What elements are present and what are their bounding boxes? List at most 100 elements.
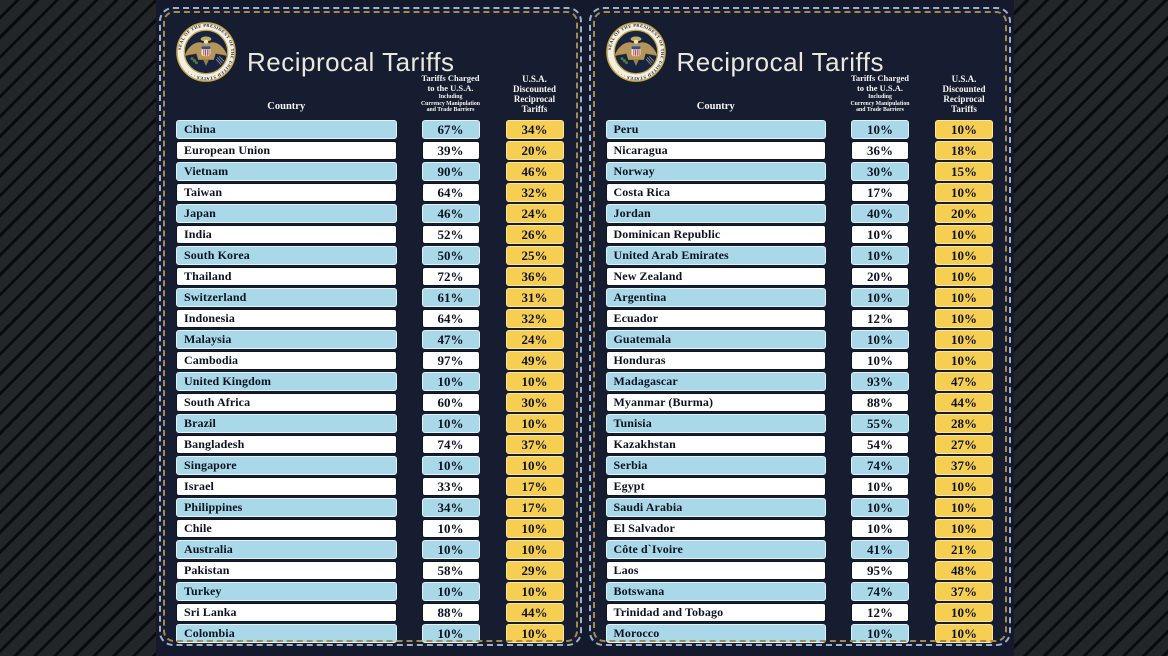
charged-cell: 20%	[851, 267, 909, 286]
charged-cell: 88%	[421, 603, 480, 622]
charged-cell: 10%	[421, 456, 480, 475]
country-cell: Serbia	[605, 456, 826, 475]
charged-cell: 50%	[421, 246, 480, 265]
table-row: Ecuador 12% 10%	[591, 309, 1010, 328]
charged-cell: 88%	[851, 393, 909, 412]
charged-column-label: Tariffs Charged to the U.S.A.	[421, 73, 480, 93]
country-cell: Laos	[605, 561, 826, 580]
table-row: Thailand 72% 36%	[161, 267, 580, 286]
country-cell: Bangladesh	[176, 435, 397, 454]
charged-cell: 10%	[851, 519, 909, 538]
discounted-cell: 31%	[505, 288, 564, 307]
charged-cell: 10%	[851, 477, 909, 496]
discounted-cell: 17%	[505, 477, 564, 496]
country-cell: Taiwan	[176, 183, 397, 202]
charged-cell: 52%	[421, 225, 480, 244]
table-row: Japan 46% 24%	[161, 204, 580, 223]
discounted-cell: 10%	[935, 183, 993, 202]
discounted-cell: 30%	[505, 393, 564, 412]
discounted-cell: 34%	[505, 120, 564, 139]
country-cell: Kazakhstan	[605, 435, 826, 454]
table-row: Australia 10% 10%	[161, 540, 580, 559]
charged-cell: 10%	[851, 288, 909, 307]
table-row: European Union 39% 20%	[161, 141, 580, 160]
table-row: Pakistan 58% 29%	[161, 561, 580, 580]
country-cell: Singapore	[176, 456, 397, 475]
discounted-cell: 15%	[935, 162, 993, 181]
charged-cell: 10%	[851, 330, 909, 349]
country-cell: Jordan	[605, 204, 826, 223]
charged-cell: 93%	[851, 372, 909, 391]
charged-cell: 74%	[421, 435, 480, 454]
country-cell: Saudi Arabia	[605, 498, 826, 517]
presidential-seal-icon: SEAL OF THE PRESIDENT OF THE UNITED STAT…	[176, 22, 236, 82]
discounted-cell: 24%	[505, 204, 564, 223]
table-row: Côte d`Ivoire 41% 21%	[591, 540, 1010, 559]
country-cell: Philippines	[176, 498, 397, 517]
charged-column-header: Tariffs Charged to the U.S.A. Including …	[421, 73, 481, 114]
discounted-cell: 44%	[935, 393, 993, 412]
charged-cell: 10%	[851, 624, 909, 643]
country-cell: China	[176, 120, 397, 139]
charged-cell: 12%	[851, 309, 909, 328]
discounted-cell: 26%	[505, 225, 564, 244]
discounted-cell: 10%	[935, 330, 993, 349]
discounted-cell: 10%	[505, 582, 564, 601]
table-row: Cambodia 97% 49%	[161, 351, 580, 370]
discounted-cell: 10%	[935, 309, 993, 328]
country-cell: South Korea	[176, 246, 397, 265]
charged-cell: 10%	[421, 519, 480, 538]
charged-cell: 72%	[421, 267, 480, 286]
country-cell: European Union	[176, 141, 397, 160]
table-row: Botswana 74% 37%	[591, 582, 1010, 601]
discounted-cell: 10%	[935, 225, 993, 244]
discounted-cell: 10%	[935, 288, 993, 307]
charged-cell: 64%	[421, 183, 480, 202]
charged-cell: 12%	[851, 603, 909, 622]
charged-cell: 74%	[851, 456, 909, 475]
discounted-cell: 10%	[935, 351, 993, 370]
table-row: Vietnam 90% 46%	[161, 162, 580, 181]
table-row: Jordan 40% 20%	[591, 204, 1010, 223]
country-cell: Japan	[176, 204, 397, 223]
country-cell: Turkey	[176, 582, 397, 601]
board-title: Reciprocal Tariffs	[676, 47, 884, 77]
discounted-cell: 10%	[505, 624, 564, 643]
charged-cell: 58%	[421, 561, 480, 580]
charged-column-label: Tariffs Charged to the U.S.A.	[850, 73, 909, 93]
table-row: New Zealand 20% 10%	[591, 267, 1010, 286]
charged-cell: 55%	[851, 414, 909, 433]
table-row: Costa Rica 17% 10%	[591, 183, 1010, 202]
country-cell: Argentina	[605, 288, 826, 307]
table-row: Argentina 10% 10%	[591, 288, 1010, 307]
table-row: Egypt 10% 10%	[591, 477, 1010, 496]
charged-cell: 10%	[421, 414, 480, 433]
country-cell: Colombia	[176, 624, 397, 643]
table-row: South Korea 50% 25%	[161, 246, 580, 265]
charged-cell: 10%	[421, 624, 480, 643]
board-header: SEAL OF THE PRESIDENT OF THE UNITED STAT…	[161, 15, 580, 117]
charged-cell: 46%	[421, 204, 480, 223]
country-table: Peru 10% 10% Nicaragua 36% 18% Norway 30% 15% Cos…	[591, 120, 1010, 643]
discounted-cell: 10%	[505, 519, 564, 538]
discounted-cell: 10%	[935, 267, 993, 286]
country-cell: Peru	[605, 120, 826, 139]
table-row: Saudi Arabia 10% 10%	[591, 498, 1010, 517]
table-row: Morocco 10% 10%	[591, 624, 1010, 643]
table-row: Singapore 10% 10%	[161, 456, 580, 475]
boards-backdrop: SEAL OF THE PRESIDENT OF THE UNITED STAT…	[156, 0, 1014, 656]
country-cell: Costa Rica	[605, 183, 826, 202]
charged-cell: 34%	[421, 498, 480, 517]
country-cell: Thailand	[176, 267, 397, 286]
charged-cell: 67%	[421, 120, 480, 139]
table-row: Guatemala 10% 10%	[591, 330, 1010, 349]
table-row: Israel 33% 17%	[161, 477, 580, 496]
discounted-cell: 10%	[935, 120, 993, 139]
country-cell: Dominican Republic	[605, 225, 826, 244]
discounted-cell: 10%	[935, 498, 993, 517]
country-cell: United Kingdom	[176, 372, 397, 391]
discounted-cell: 47%	[935, 372, 993, 391]
country-cell: Brazil	[176, 414, 397, 433]
country-cell: Cambodia	[176, 351, 397, 370]
discounted-cell: 10%	[505, 456, 564, 475]
